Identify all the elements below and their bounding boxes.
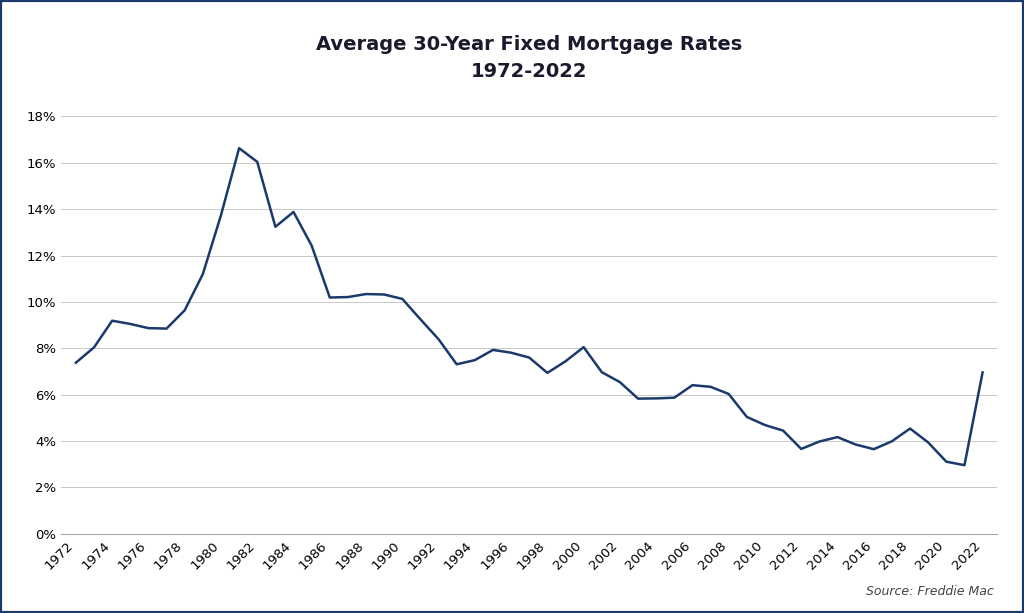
- Title: Average 30-Year Fixed Mortgage Rates
1972-2022: Average 30-Year Fixed Mortgage Rates 197…: [316, 35, 742, 80]
- Text: Source: Freddie Mac: Source: Freddie Mac: [865, 585, 993, 598]
